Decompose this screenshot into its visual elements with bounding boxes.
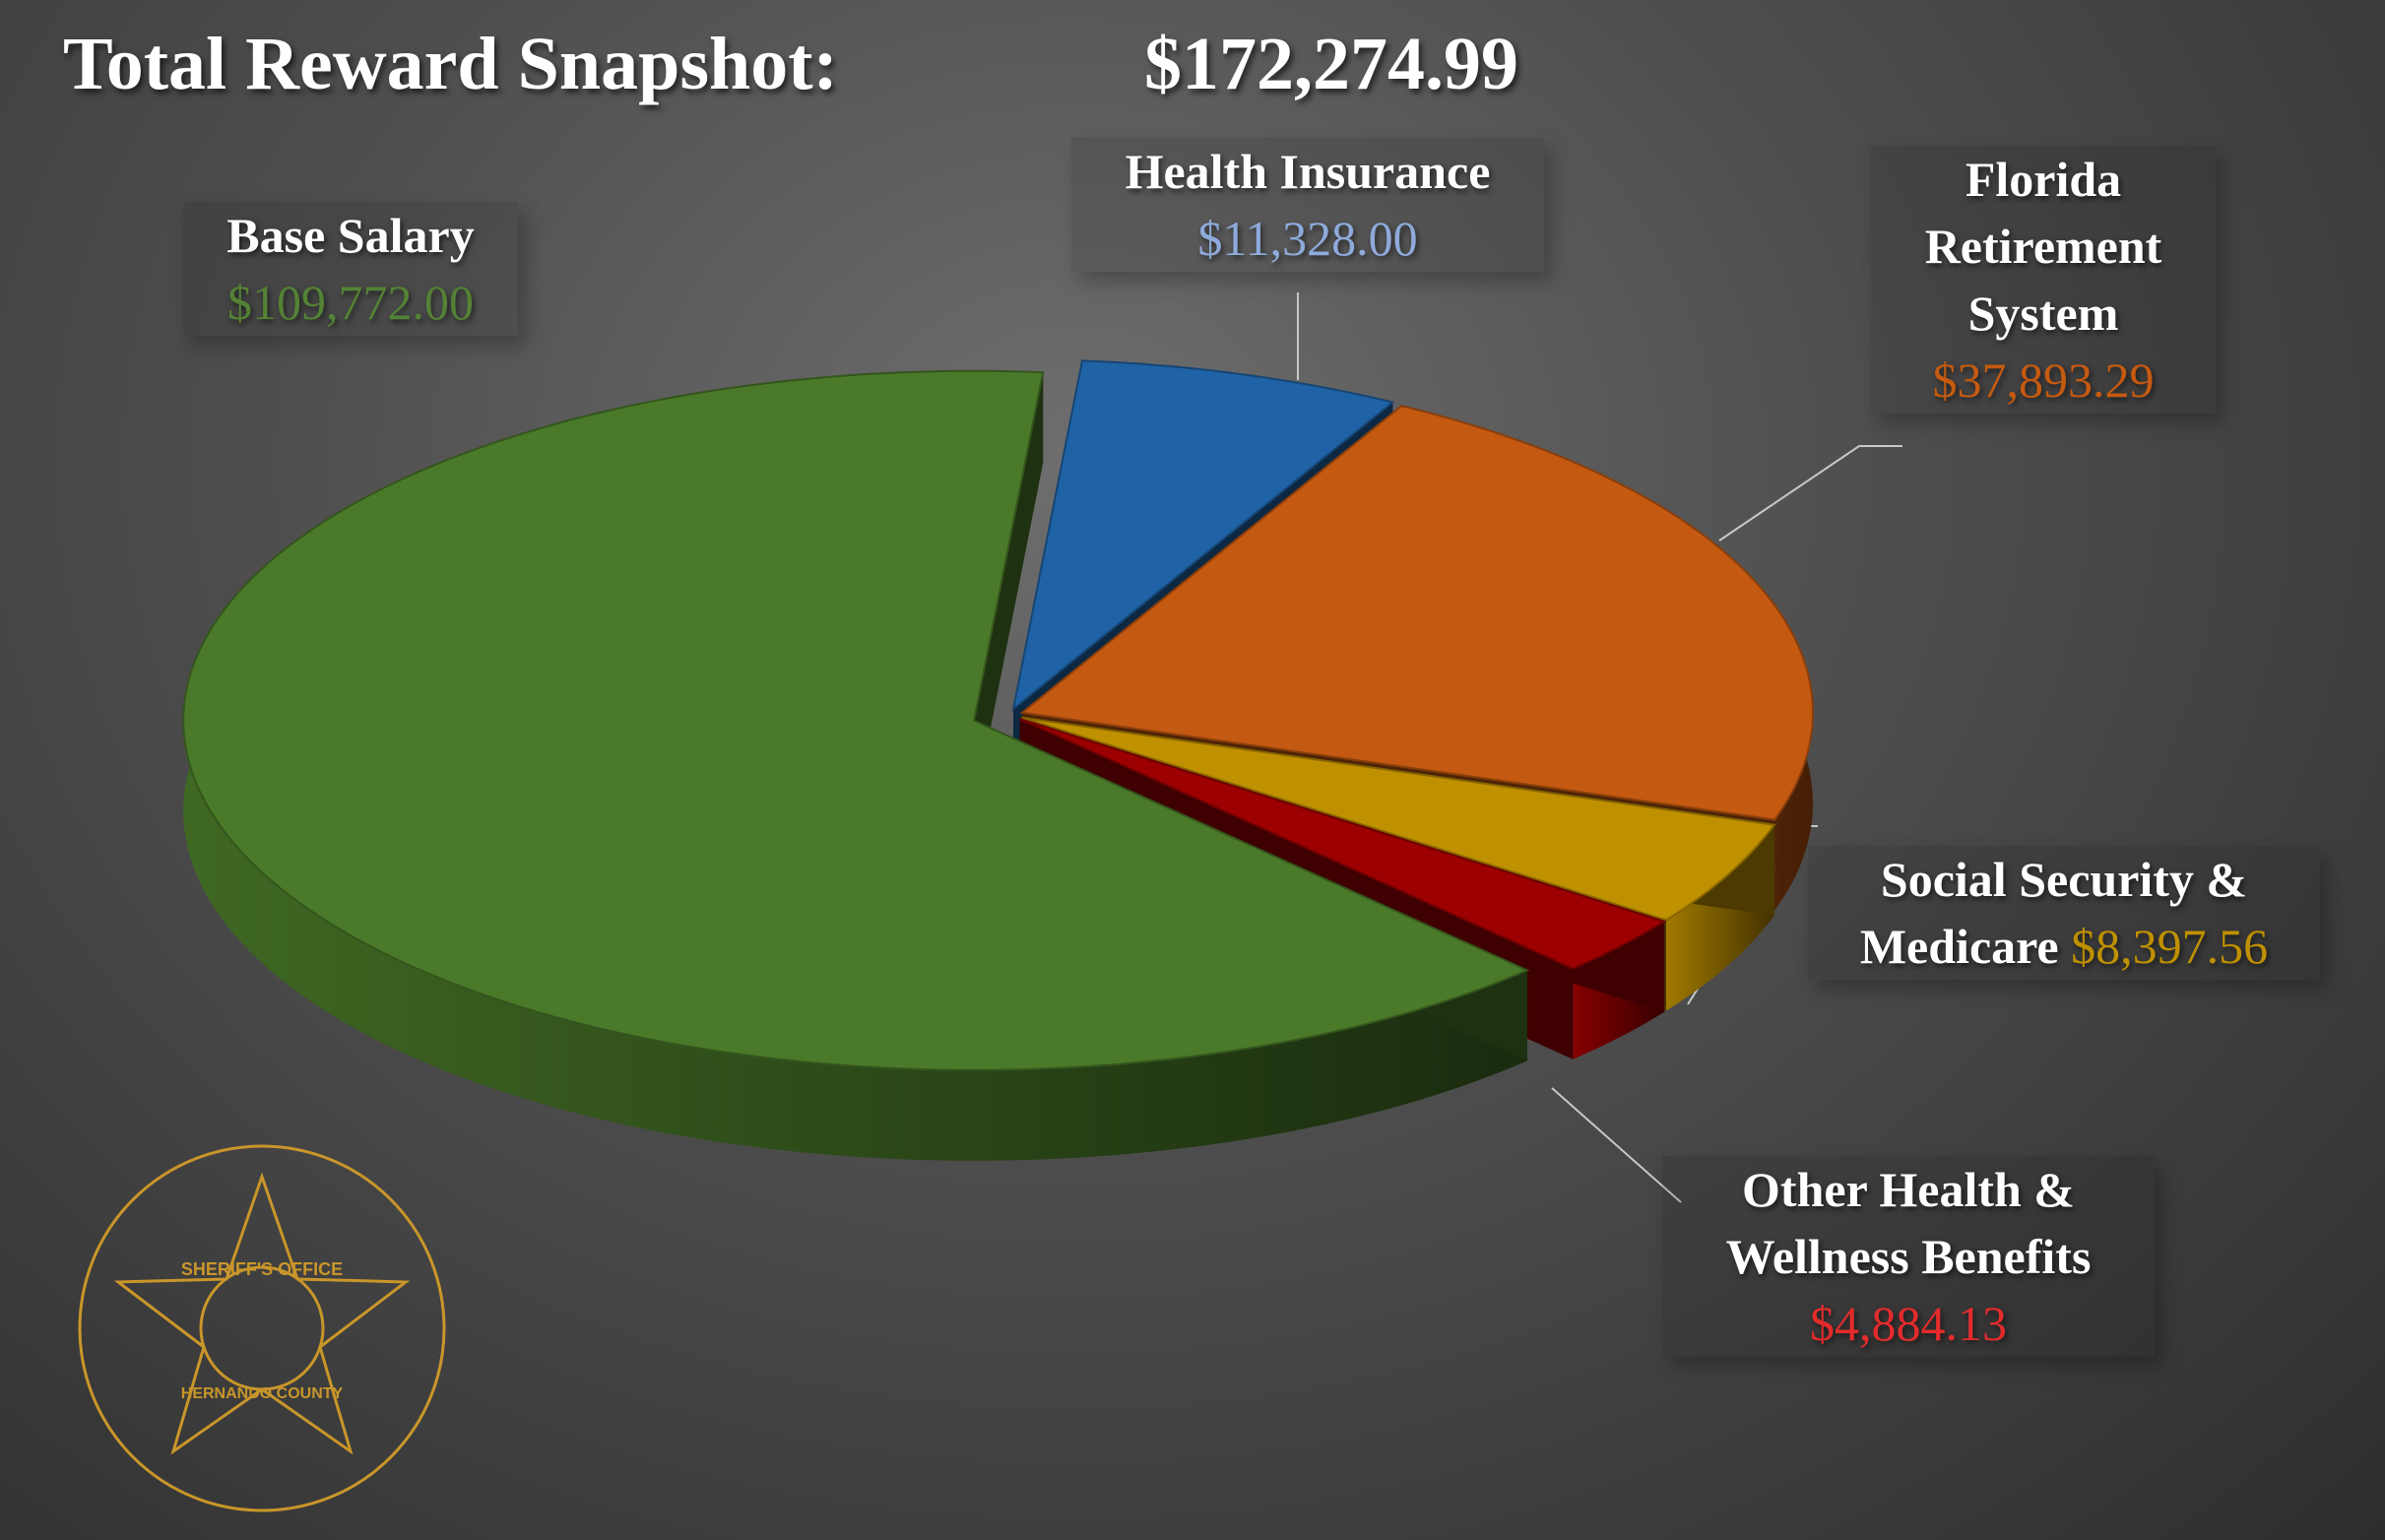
label-name: Health Insurance	[1125, 144, 1491, 199]
slice-side	[183, 370, 1527, 1161]
label-name: Base Salary	[226, 208, 475, 263]
leader-line	[1718, 445, 1902, 542]
total: $172,274.99	[1144, 23, 1518, 105]
badge-seal	[199, 1265, 325, 1391]
label: Other Health & Wellness Benefits $4,884.…	[1662, 1156, 2155, 1357]
label-value: $8,397.56	[2071, 919, 2269, 974]
label: Florida Retirement System $37,893.29	[1871, 146, 2216, 414]
label-value: $109,772.00	[227, 275, 474, 330]
slice	[1021, 716, 1776, 922]
label-name: Florida Retirement System	[1924, 152, 2162, 341]
label-value: $37,893.29	[1932, 353, 2155, 408]
chart-title: Total Reward Snapshot:	[63, 23, 838, 105]
label: Social Security & Medicare $8,397.56	[1808, 846, 2320, 980]
badge-star	[113, 1172, 411, 1455]
slice	[1019, 405, 1815, 821]
label: Base Salary $109,772.00	[183, 202, 518, 336]
pie	[182, 359, 1815, 1161]
label-value: $11,328.00	[1197, 211, 1418, 266]
slice-cut	[974, 372, 1044, 811]
badge-bottom: HERNANDO COUNTY	[181, 1385, 344, 1402]
slice	[1019, 718, 1667, 970]
label: Health Insurance $11,328.00	[1071, 138, 1544, 272]
badge-top: SHERIFF'S OFFICE	[181, 1259, 343, 1279]
label-value: $4,884.13	[1810, 1296, 2007, 1351]
slice	[1011, 359, 1395, 712]
label-name: Other Health & Wellness Benefits	[1725, 1162, 2092, 1284]
leader-line	[1551, 1087, 1682, 1203]
label-name: Social Security & Medicare	[1859, 852, 2248, 974]
badge-ring	[78, 1144, 446, 1512]
badge: SHERIFF'S OFFICE HERNANDO COUNTY	[78, 1144, 446, 1512]
slice	[182, 369, 1530, 1071]
